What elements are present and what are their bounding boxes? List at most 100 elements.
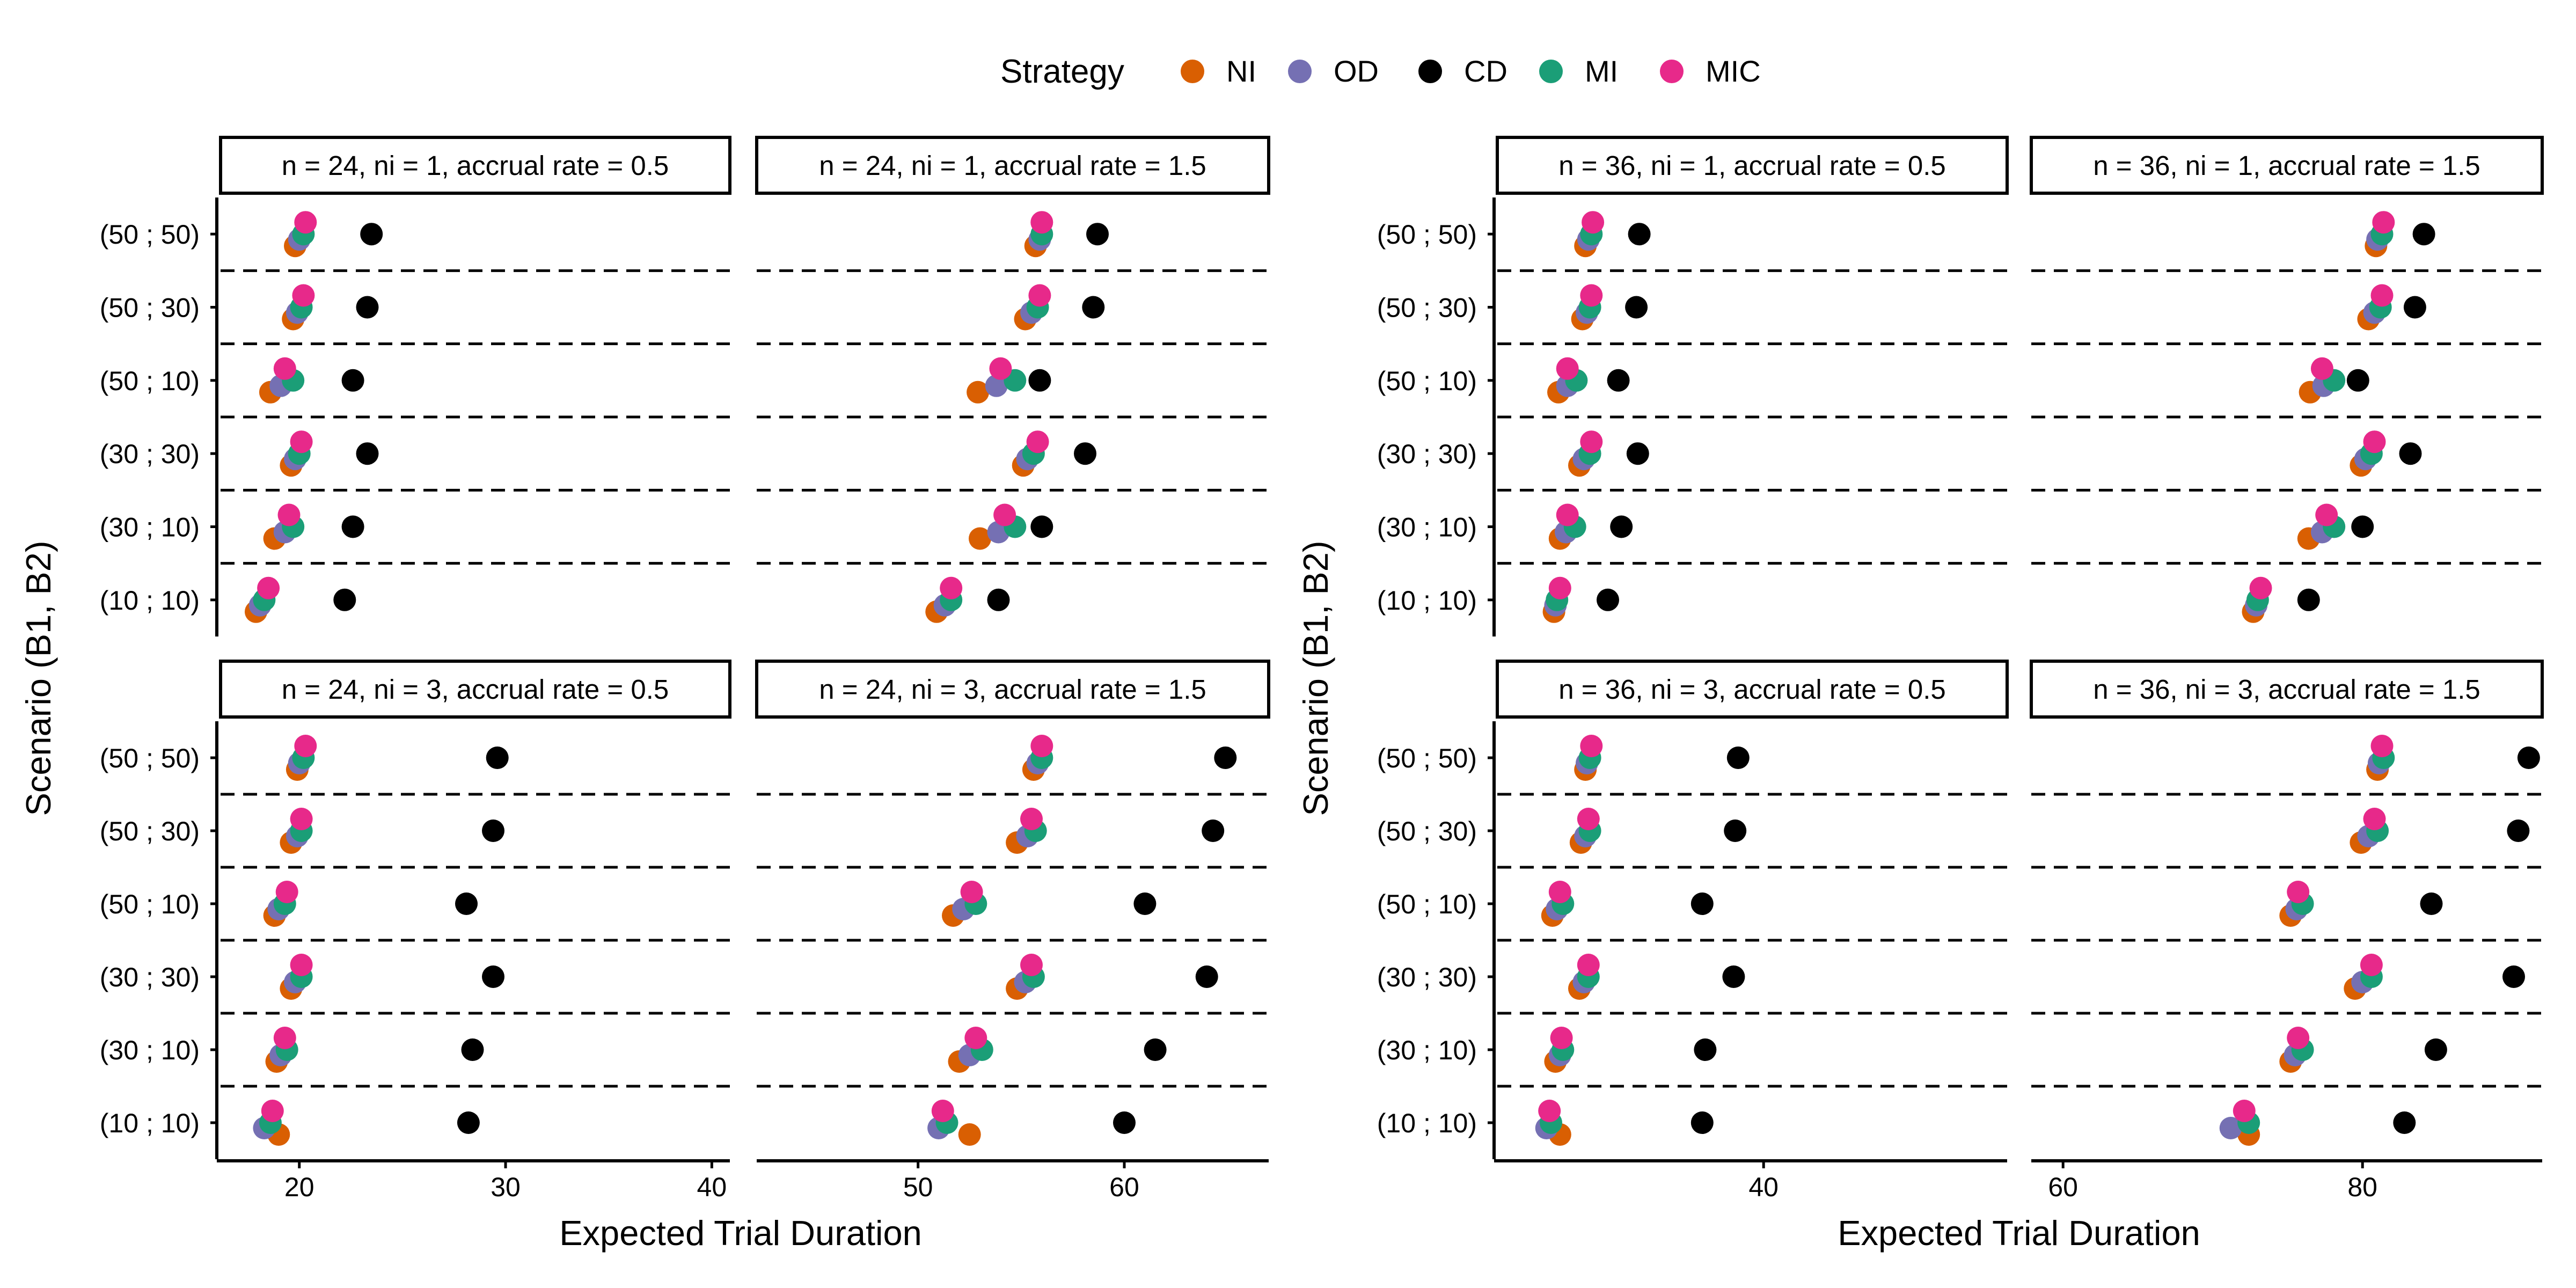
y-tick-label: (30 ; 10) [1377, 513, 1477, 543]
point-cd [1607, 369, 1630, 392]
point-cd [2412, 223, 2435, 246]
point-od [985, 374, 1008, 397]
point-mic [2287, 1027, 2310, 1049]
point-cd [1694, 1038, 1717, 1061]
point-mic [1030, 211, 1053, 234]
point-mic [1580, 430, 1603, 453]
point-cd [1086, 223, 1109, 246]
legend-mi-marker [1539, 60, 1563, 83]
y-tick-label: (50 ; 10) [1377, 889, 1477, 919]
facet-group-1: n = 24, ni = 1, accrual rate = 0.5 n = 24… [19, 136, 1270, 1253]
legend-od-label: OD [1334, 54, 1379, 88]
facet-panel: n = 24, ni = 3, accrual rate = 0.5 [219, 660, 1237, 1146]
x-tick-label: 40 [697, 1172, 727, 1202]
point-cd [1625, 296, 1648, 319]
facet-panel: n = 24, ni = 3, accrual rate = 1.5 [253, 660, 1270, 1146]
y-tick-label: (50 ; 30) [1377, 816, 1477, 846]
facet-strip-label: n = 36, ni = 1, accrual rate = 1.5 [2093, 150, 2480, 181]
y-axis-title: Scenario (B1, B2) [1296, 540, 1335, 816]
y-tick-label: (30 ; 30) [1377, 962, 1477, 992]
point-ni [958, 1123, 981, 1146]
point-cd [2517, 747, 2540, 769]
point-cd [341, 369, 364, 392]
y-tick-label: (30 ; 30) [100, 962, 200, 992]
point-mic [989, 357, 1012, 380]
point-cd [2403, 296, 2426, 319]
legend-ni-label: NI [1226, 54, 1256, 88]
legend-title: Strategy [1000, 53, 1124, 90]
point-cd [356, 442, 379, 465]
facet-panel: n = 36, ni = 1, accrual rate = 0.5 [1496, 136, 2435, 623]
point-cd [1028, 369, 1051, 392]
facet-strip [755, 136, 1270, 195]
facet-strip-label: n = 24, ni = 3, accrual rate = 1.5 [819, 674, 1206, 705]
point-cd [461, 1038, 484, 1061]
point-mic [2363, 808, 2386, 830]
legend-cd-label: CD [1464, 54, 1507, 88]
y-tick-label: (50 ; 50) [100, 743, 200, 773]
point-cd [1626, 442, 1649, 465]
point-mic [1548, 576, 1571, 599]
point-mic [1026, 430, 1049, 453]
point-mic [273, 357, 296, 380]
y-tick-label: (30 ; 30) [1377, 439, 1477, 469]
point-mic [2249, 576, 2272, 599]
point-cd [1724, 819, 1747, 842]
point-mic [993, 503, 1016, 526]
point-cd [457, 1111, 480, 1134]
x-axis-title: Expected Trial Duration [1838, 1213, 2200, 1253]
point-mic [294, 735, 317, 757]
y-tick-label: (10 ; 10) [100, 586, 200, 616]
legend-mi-label: MI [1585, 54, 1618, 88]
point-cd [1214, 747, 1237, 769]
y-tick-label: (50 ; 10) [1377, 366, 1477, 396]
point-mic [1577, 808, 1600, 830]
facet-strip [1496, 660, 2009, 719]
point-mic [294, 211, 317, 234]
facet-strip [219, 660, 731, 719]
point-ni [969, 527, 991, 550]
point-cd [1597, 588, 1619, 611]
y-tick-label: (50 ; 50) [1377, 219, 1477, 250]
y-tick-label: (10 ; 10) [1377, 586, 1477, 616]
x-tick-label: 80 [2347, 1172, 2377, 1202]
point-mic [1028, 284, 1051, 307]
point-mic [931, 1100, 954, 1122]
point-cd [455, 892, 478, 915]
point-mic [257, 576, 280, 599]
point-mic [1020, 954, 1043, 976]
point-mic [964, 1027, 987, 1049]
x-tick-label: 60 [1109, 1172, 1139, 1202]
y-tick-label: (50 ; 30) [1377, 293, 1477, 323]
point-cd [1690, 892, 1714, 915]
facet-group-2: n = 36, ni = 1, accrual rate = 0.5 n = 36… [1296, 136, 2544, 1253]
point-cd [1610, 515, 1633, 538]
point-cd [2297, 588, 2320, 611]
point-cd [1726, 747, 1750, 769]
point-cd [1074, 442, 1096, 465]
facet-strip-label: n = 36, ni = 3, accrual rate = 0.5 [1558, 674, 1946, 705]
facet-strip [219, 136, 731, 195]
point-cd [2507, 819, 2530, 842]
point-cd [2346, 369, 2369, 392]
point-cd [482, 965, 504, 988]
point-cd [1195, 965, 1218, 988]
facet-strip-label: n = 24, ni = 1, accrual rate = 0.5 [282, 150, 669, 181]
point-mic [273, 1027, 296, 1049]
point-cd [2420, 892, 2443, 915]
point-mic [1580, 735, 1603, 757]
y-tick-label: (50 ; 50) [100, 219, 200, 250]
legend-ni-marker [1181, 60, 1204, 83]
point-mic [1020, 808, 1043, 830]
point-cd [356, 296, 379, 319]
point-mic [1580, 284, 1603, 307]
y-tick-label: (10 ; 10) [1377, 1108, 1477, 1138]
facet-strip-label: n = 24, ni = 1, accrual rate = 1.5 [819, 150, 1206, 181]
point-cd [2399, 442, 2422, 465]
facet-panel: n = 24, ni = 1, accrual rate = 0.5 [219, 136, 1109, 623]
y-tick-label: (30 ; 30) [100, 439, 200, 469]
facet-strip-label: n = 24, ni = 3, accrual rate = 0.5 [282, 674, 669, 705]
point-od [2219, 1117, 2242, 1139]
point-cd [1628, 223, 1651, 246]
point-mic [1556, 357, 1579, 380]
